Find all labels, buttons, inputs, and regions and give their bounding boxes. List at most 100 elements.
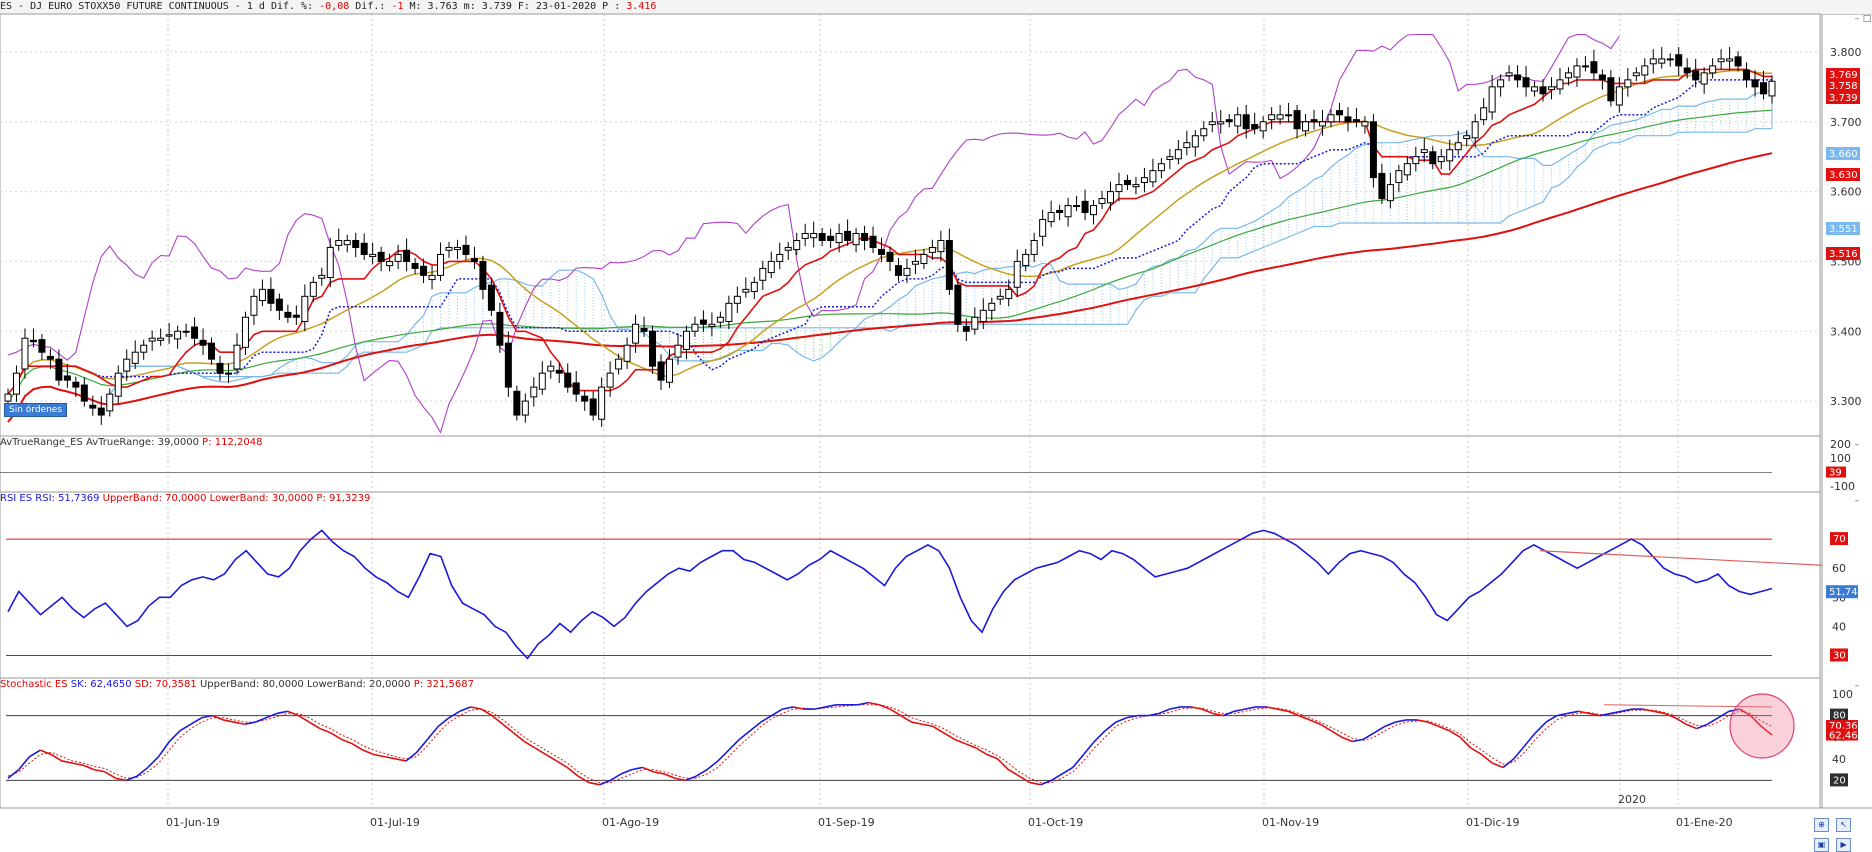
price-tick-3.700: 3.700 — [1830, 116, 1862, 129]
panel-frame-0 — [0, 13, 1821, 437]
candle-body — [241, 316, 249, 348]
stoch-sk-segment — [179, 723, 192, 732]
stoch-sk-segment — [319, 727, 331, 734]
price-tick-3.600: 3.600 — [1830, 186, 1862, 199]
candle-body — [123, 358, 131, 372]
stoch-sk-segment — [566, 766, 579, 777]
candle-body — [920, 253, 928, 265]
rsi-last-tag: 51,74 — [1829, 587, 1858, 598]
stoch-sk-segment — [1191, 706, 1203, 710]
candle-body — [360, 242, 368, 255]
candle-body — [1064, 205, 1072, 218]
candle-body — [1013, 260, 1021, 288]
stoch-sk: SK: 62,4650 — [70, 679, 132, 690]
price-tag-bg-0 — [1826, 68, 1860, 81]
stoch-sk-segment — [728, 738, 740, 751]
candle-body — [606, 372, 614, 388]
stoch-sk-segment — [1459, 736, 1472, 749]
stoch-sk-segment — [868, 701, 880, 706]
save-icon[interactable]: ▣ — [1814, 838, 1829, 852]
stoch-upper-tag: 80 — [1833, 711, 1846, 722]
candle-body — [988, 302, 996, 311]
candle-body — [623, 344, 631, 362]
rsi-minimize-icon[interactable]: – — [1854, 496, 1860, 506]
candle-body — [555, 369, 563, 374]
candle-body — [496, 311, 504, 346]
stoch-sk-segment — [1158, 708, 1170, 715]
candle-body — [1395, 170, 1403, 184]
stoch-sk-segment — [1234, 708, 1246, 713]
atr-tag-bg — [1826, 466, 1846, 478]
candle-body — [1454, 142, 1462, 151]
candle-body — [1183, 142, 1191, 149]
candle-body — [793, 239, 801, 251]
stoch-sk-segment — [147, 756, 160, 769]
candle-body — [1437, 156, 1445, 163]
candle-body — [937, 239, 945, 253]
stoch-sk-segment — [1341, 736, 1353, 743]
candle-body — [352, 239, 360, 248]
candle-body — [369, 253, 377, 258]
stoch-sk-segment — [265, 712, 278, 719]
stoch-sk-segment — [1696, 723, 1708, 730]
candle-body — [1700, 72, 1708, 85]
atr-name: AvTrueRange_ES — [0, 437, 83, 448]
price-tag-3.660: 3.660 — [1829, 149, 1858, 160]
scroll-end-icon[interactable]: ▶ — [1836, 838, 1852, 852]
stoch-sk-segment — [932, 725, 945, 734]
candle-body — [318, 274, 326, 279]
candle-body — [674, 344, 682, 358]
stoch-sk-segment — [1610, 710, 1622, 715]
candle-body — [386, 260, 394, 267]
candle-body — [1548, 86, 1555, 91]
stoch-sk-segment — [1588, 712, 1601, 717]
stoch-sk-segment — [771, 708, 783, 717]
stoch-sk-segment — [39, 749, 52, 756]
stoch-sk-segment — [1556, 712, 1568, 717]
candle-body — [1675, 54, 1683, 67]
stoch-sk-segment — [287, 710, 299, 717]
zoom-icon[interactable]: ⊕ — [1814, 818, 1829, 832]
candle-body — [504, 342, 512, 388]
candle-body — [564, 372, 572, 388]
stoch-sk-segment — [1642, 708, 1654, 713]
stoch-sk-segment — [545, 753, 557, 762]
cursor-icon[interactable]: ↖ — [1836, 818, 1852, 832]
stoch-sk-segment — [18, 756, 31, 771]
atr-tick-100: 100 — [1830, 452, 1851, 465]
stoch-sk-segment — [534, 747, 547, 756]
candle-body — [46, 355, 54, 360]
candle-body — [1522, 77, 1530, 88]
candle-body — [174, 330, 182, 340]
candle-body — [835, 232, 843, 244]
stoch-sk-segment — [996, 758, 1009, 771]
candle-body — [538, 372, 546, 390]
stoch-sk-segment — [1309, 719, 1321, 725]
candle-body — [1285, 114, 1293, 117]
rsi-p-value: P: 91,3239 — [316, 493, 371, 504]
rsi-value: RSI: 51,7369 — [35, 493, 100, 504]
panel-close-icon[interactable]: □ — [1862, 14, 1872, 24]
stoch-minimize-icon[interactable]: – — [1854, 681, 1860, 691]
candle-body — [445, 246, 453, 251]
candle-body — [962, 325, 970, 332]
candle-body — [971, 316, 979, 330]
candle-body — [1429, 151, 1437, 165]
rsi-panel-label: RSI ES RSI: 51,7369 UpperBand: 70,0000 L… — [0, 492, 370, 505]
atr-panel-label: AvTrueRange_ES AvTrueRange: 39,0000 P: 1… — [0, 436, 262, 449]
candle-body — [996, 295, 1004, 300]
candle-body — [1369, 121, 1377, 179]
panel-minimize-icon[interactable]: – — [1854, 14, 1860, 24]
stoch-sk-segment — [1244, 706, 1256, 710]
candle-body — [1268, 114, 1276, 121]
stoch-sk-segment — [814, 706, 826, 710]
candle-body — [869, 235, 877, 248]
candle-body — [1615, 86, 1623, 106]
price-tag-bg-3 — [1826, 147, 1860, 160]
candle-body — [581, 395, 589, 402]
candle-body — [1378, 172, 1386, 200]
candle-body — [1717, 58, 1725, 63]
atr-minimize-icon[interactable]: – — [1854, 440, 1860, 450]
candle-body — [1140, 177, 1148, 184]
